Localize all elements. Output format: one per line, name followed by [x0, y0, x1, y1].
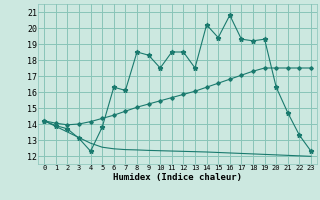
X-axis label: Humidex (Indice chaleur): Humidex (Indice chaleur): [113, 173, 242, 182]
